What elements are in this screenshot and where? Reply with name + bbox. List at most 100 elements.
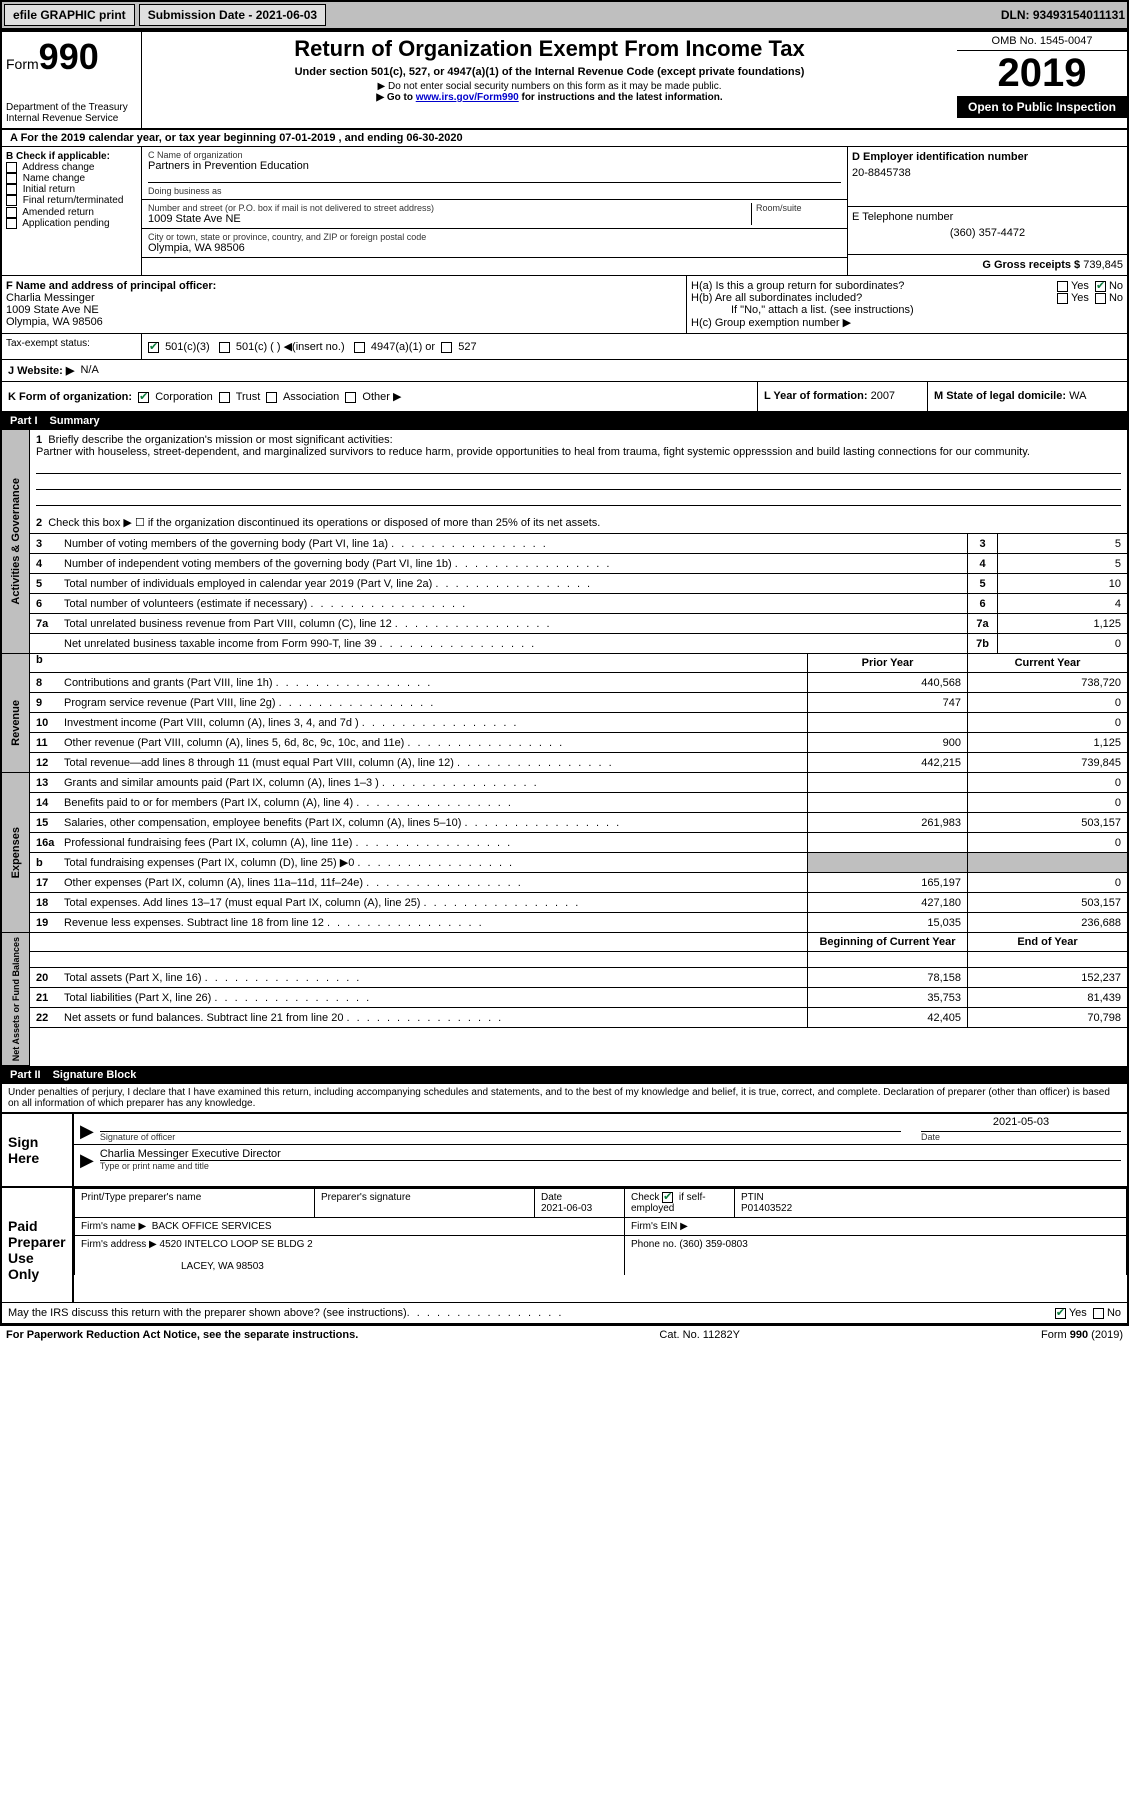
- opt-other: Other ▶: [362, 391, 401, 403]
- officer-city: Olympia, WA 98506: [6, 316, 682, 328]
- discuss-yes[interactable]: [1055, 1308, 1066, 1319]
- 501c3-check[interactable]: [148, 342, 159, 353]
- section-bc: B Check if applicable: Address change Na…: [2, 147, 1127, 275]
- preparer-table: Print/Type preparer's name Preparer's si…: [74, 1188, 1127, 1275]
- q1-area: 1 Briefly describe the organization's mi…: [30, 430, 1127, 512]
- q1-text: Partner with houseless, street-dependent…: [36, 446, 1030, 458]
- gov-line: 6Total number of volunteers (estimate if…: [30, 594, 1127, 614]
- gross-value: 739,845: [1083, 259, 1123, 271]
- assoc-check[interactable]: [266, 392, 277, 403]
- box-b-item: Initial return: [6, 184, 137, 195]
- box-k-label: K Form of organization:: [8, 391, 132, 403]
- opt-trust: Trust: [236, 391, 261, 403]
- box-b-title: B Check if applicable:: [6, 151, 137, 162]
- perjury-text: Under penalties of perjury, I declare th…: [2, 1084, 1127, 1112]
- hb-yes[interactable]: [1057, 293, 1068, 304]
- col-end: End of Year: [967, 933, 1127, 951]
- 4947-check[interactable]: [354, 342, 365, 353]
- sig-date-label: Date: [921, 1132, 1121, 1142]
- data-line: 19Revenue less expenses. Subtract line 1…: [30, 913, 1127, 933]
- discuss-row: May the IRS discuss this return with the…: [2, 1302, 1127, 1323]
- header-right: OMB No. 1545-0047 2019 Open to Public In…: [957, 32, 1127, 128]
- check-self-label: Check if self-employed: [631, 1192, 706, 1214]
- data-line: 10Investment income (Part VIII, column (…: [30, 713, 1127, 733]
- other-check[interactable]: [345, 392, 356, 403]
- data-line: 11Other revenue (Part VIII, column (A), …: [30, 733, 1127, 753]
- inspection-box: Open to Public Inspection: [957, 96, 1127, 118]
- ha-label: H(a) Is this a group return for subordin…: [691, 280, 1057, 292]
- box-l-label: L Year of formation:: [764, 390, 868, 402]
- form-word: Form: [6, 56, 39, 72]
- box-m-value: WA: [1069, 390, 1086, 402]
- ha-yes[interactable]: [1057, 281, 1068, 292]
- submission-button[interactable]: Submission Date - 2021-06-03: [139, 4, 326, 26]
- preparer-section: Paid Preparer Use Only Print/Type prepar…: [2, 1186, 1127, 1302]
- hc-label: H(c) Group exemption number ▶: [691, 316, 1123, 329]
- officer-name-title: Charlia Messinger Executive Director: [100, 1148, 1121, 1161]
- self-employed-check[interactable]: [662, 1192, 673, 1203]
- form-number: 990: [39, 36, 99, 77]
- side-expenses: Expenses: [2, 773, 30, 933]
- side-revenue: Revenue: [2, 673, 30, 773]
- trust-check[interactable]: [219, 392, 230, 403]
- hb-label: H(b) Are all subordinates included?: [691, 292, 1057, 304]
- opt-assoc: Association: [283, 391, 339, 403]
- officer-street: 1009 State Ave NE: [6, 304, 682, 316]
- q2-text: Check this box ▶ ☐ if the organization d…: [48, 517, 600, 529]
- note2-post: for instructions and the latest informat…: [519, 92, 723, 103]
- header-left: Form990 Department of the Treasury Inter…: [2, 32, 142, 128]
- box-b-check[interactable]: [6, 173, 17, 184]
- box-b-item: Final return/terminated: [6, 195, 137, 206]
- data-line: 17Other expenses (Part IX, column (A), l…: [30, 873, 1127, 893]
- box-deg: D Employer identification number 20-8845…: [847, 147, 1127, 275]
- data-line: 8Contributions and grants (Part VIII, li…: [30, 673, 1127, 693]
- year-box: 2019: [957, 51, 1127, 96]
- period-row: A For the 2019 calendar year, or tax yea…: [2, 130, 1127, 147]
- footer-center: Cat. No. 11282Y: [659, 1329, 740, 1341]
- prep-phone-label: Phone no.: [631, 1239, 677, 1250]
- prep-date: 2021-06-03: [541, 1203, 592, 1214]
- klm-row: K Form of organization: Corporation Trus…: [2, 382, 1127, 412]
- efile-button[interactable]: efile GRAPHIC print: [4, 4, 135, 26]
- officer-name: Charlia Messinger: [6, 292, 682, 304]
- corp-check[interactable]: [138, 392, 149, 403]
- side-exp-text: Expenses: [8, 823, 24, 882]
- header-center: Return of Organization Exempt From Incom…: [142, 32, 957, 128]
- footer-left: For Paperwork Reduction Act Notice, see …: [6, 1329, 358, 1341]
- main-title: Return of Organization Exempt From Incom…: [146, 36, 953, 62]
- org-name: Partners in Prevention Education: [148, 160, 841, 172]
- opt-527: 527: [458, 341, 476, 353]
- net-header: Beginning of Current Year End of Year: [30, 933, 1127, 952]
- street-label: Number and street (or P.O. box if mail i…: [148, 203, 751, 213]
- data-line: 12Total revenue—add lines 8 through 11 (…: [30, 753, 1127, 773]
- box-b-item: Name change: [6, 173, 137, 184]
- box-b-check[interactable]: [6, 184, 17, 195]
- col-prior: Prior Year: [807, 654, 967, 672]
- form990-link[interactable]: www.irs.gov/Form990: [416, 92, 519, 103]
- ptin-value: P01403522: [741, 1203, 792, 1214]
- website-row: J Website: ▶ N/A: [2, 360, 1127, 382]
- 527-check[interactable]: [441, 342, 452, 353]
- dept-label: Department of the Treasury: [6, 102, 137, 113]
- website-label: J Website: ▶: [8, 364, 74, 377]
- omb-box: OMB No. 1545-0047: [957, 32, 1127, 51]
- ha-no[interactable]: [1095, 281, 1106, 292]
- hb-note: If "No," attach a list. (see instruction…: [691, 304, 1123, 316]
- b-row: b Prior Year Current Year: [2, 654, 1127, 673]
- part1-header: Part I Summary: [2, 412, 1127, 430]
- sig-arrow2-icon: ▶: [80, 1150, 94, 1171]
- part2-title: Signature Block: [53, 1069, 137, 1081]
- paid-preparer-label: Paid Preparer Use Only: [2, 1188, 72, 1302]
- side-gov-text: Activities & Governance: [8, 474, 24, 609]
- discuss-no[interactable]: [1093, 1308, 1104, 1319]
- 501c-check[interactable]: [219, 342, 230, 353]
- box-f-label: F Name and address of principal officer:: [6, 280, 682, 292]
- box-b-check[interactable]: [6, 162, 17, 173]
- phone-value: (360) 357-4472: [852, 227, 1123, 239]
- q2-row: 2 Check this box ▶ ☐ if the organization…: [30, 512, 1127, 534]
- box-b-check[interactable]: [6, 218, 17, 229]
- box-b-check[interactable]: [6, 195, 17, 206]
- hb-no[interactable]: [1095, 293, 1106, 304]
- box-b-check[interactable]: [6, 207, 17, 218]
- firm-ein-label: Firm's EIN ▶: [631, 1221, 688, 1232]
